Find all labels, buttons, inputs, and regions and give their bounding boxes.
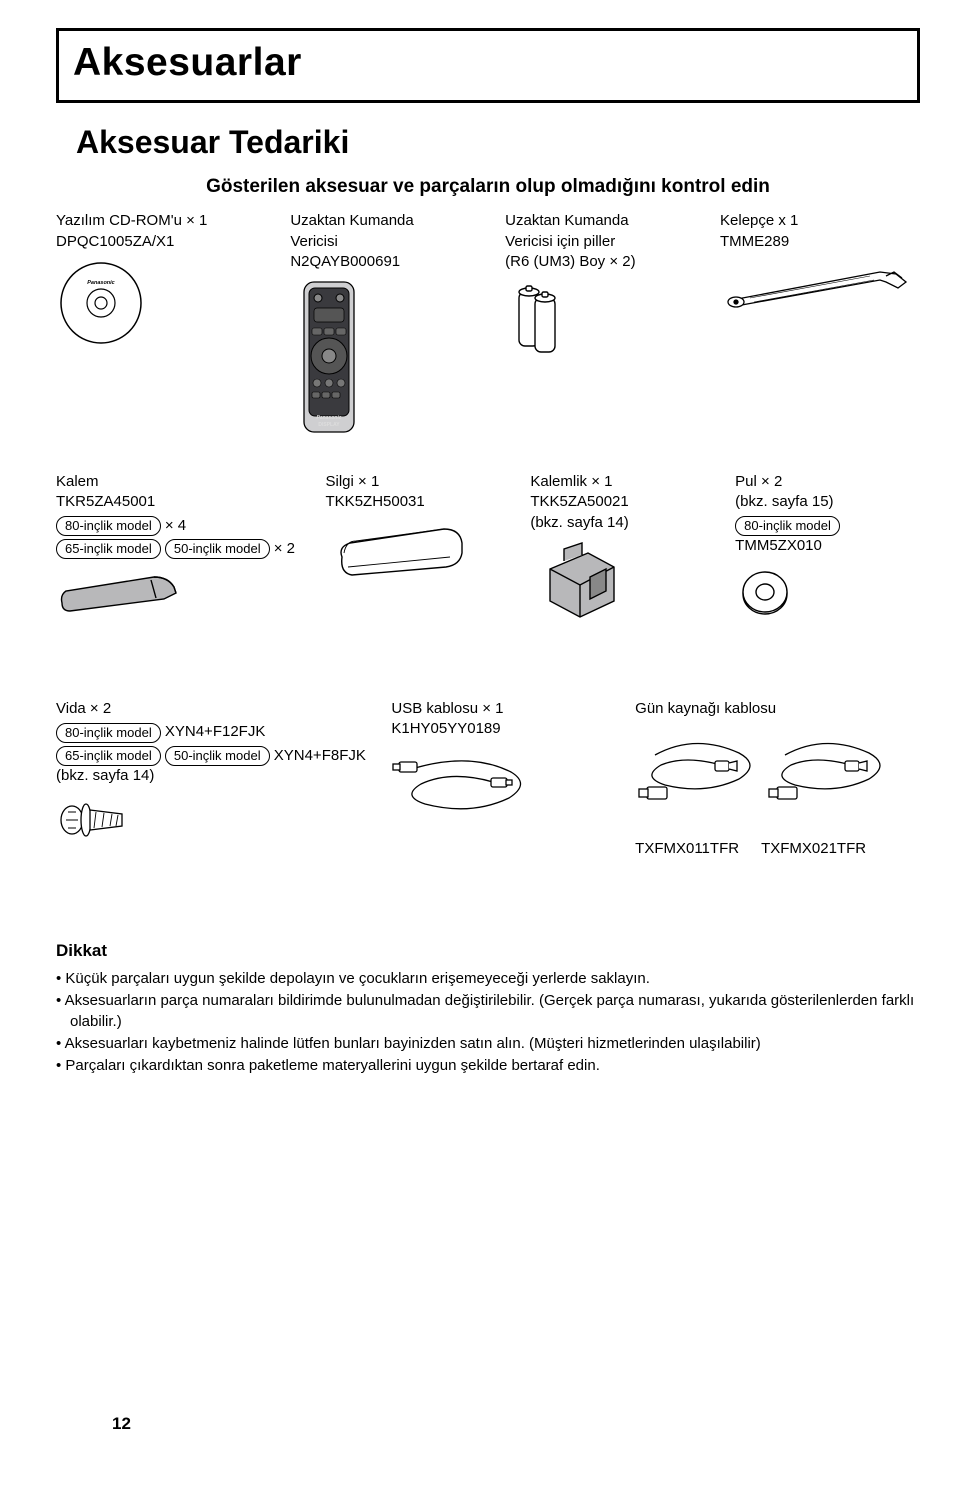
row-1: Yazılım CD-ROM'u × 1 DPQC1005ZA/X1 Panas… [56,211,920,438]
dikkat-list: Küçük parçaları uygun şekilde depolayın … [56,969,920,1076]
pill-80-v: 80-inçlik model [56,723,161,743]
cdrom-icon: Panasonic [56,258,270,358]
pul-line1: Pul × 2 [735,472,920,492]
svg-text:DISPLAY: DISPLAY [319,422,341,428]
pil-line1: Uzaktan Kumanda [505,211,700,231]
pill-50: 50-inçlik model [165,539,270,559]
dikkat-heading: Dikkat [56,940,920,963]
kalem-line2: TKR5ZA45001 [56,492,306,512]
gun-line1: Gün kaynağı kablosu [635,699,920,719]
usb-icon [391,746,615,846]
remote-line2: Vericisi [290,232,485,252]
item-washer: Pul × 2 (bkz. sayfa 15) 80-inçlik model … [735,472,920,662]
eraser-icon [326,519,511,619]
caution-block: Dikkat Küçük parçaları uygun şekilde dep… [56,940,920,1076]
item-usb: USB kablosu × 1 K1HY05YY0189 [391,699,615,846]
item-pen: Kalem TKR5ZA45001 80-inçlik model × 4 65… [56,472,306,665]
cdrom-line2: DPQC1005ZA/X1 [56,232,270,252]
item-remote: Uzaktan Kumanda Vericisi N2QAYB000691 [290,211,485,438]
pil-line2: Vericisi için piller [505,232,700,252]
cdrom-line1: Yazılım CD-ROM'u × 1 [56,211,270,231]
usb-line1: USB kablosu × 1 [391,699,615,719]
screw-icon [56,792,371,892]
pill-80-pul: 80-inçlik model [735,516,840,536]
pill-65-v: 65-inçlik model [56,746,161,766]
silgi-line2: TKK5ZH50031 [326,492,511,512]
dikkat-b2: Aksesuarların parça numaraları bildirimd… [56,991,920,1032]
power-icon [635,725,920,835]
vida-v1: XYN4+F12FJK [165,723,265,740]
dikkat-b3: Aksesuarları kaybetmeniz halinde lütfen … [56,1034,920,1054]
svg-text:Panasonic: Panasonic [87,280,115,286]
gun-code2: TXFMX021TFR [761,839,866,859]
svg-text:Panasonic: Panasonic [317,415,342,421]
row-3: Vida × 2 80-inçlik model XYN4+F12FJK 65-… [56,699,920,892]
pul-pill-line: 80-inçlik model [735,516,920,536]
pill-50-v: 50-inçlik model [165,746,270,766]
pill-65: 65-inçlik model [56,539,161,559]
page-title: Aksesuarlar [73,37,903,90]
pul-line3: TMM5ZX010 [735,536,920,556]
kalemlik-line2: TKK5ZA50021 [530,492,715,512]
kalem-x2: × 2 [274,540,295,557]
item-clamp: Kelepçe x 1 TMME289 [720,211,920,358]
pul-line2: (bkz. sayfa 15) [735,492,920,512]
pil-line3: (R6 (UM3) Boy × 2) [505,252,700,272]
gun-code1: TXFMX011TFR [635,839,739,859]
penholder-icon [530,539,715,639]
kalem-line1: Kalem [56,472,306,492]
kalemlik-line3: (bkz. sayfa 14) [530,513,715,533]
remote-line3: N2QAYB000691 [290,252,485,272]
pen-icon [56,565,306,665]
remote-line1: Uzaktan Kumanda [290,211,485,231]
item-penholder: Kalemlik × 1 TKK5ZA50021 (bkz. sayfa 14) [530,472,715,639]
vida-pill-line1: 80-inçlik model XYN4+F12FJK [56,722,371,742]
subtitle: Aksesuar Tedariki [76,121,920,164]
check-line: Gösterilen aksesuar ve parçaların olup o… [56,174,920,200]
pill-80: 80-inçlik model [56,516,161,536]
remote-icon: DISPLAY Panasonic [290,278,485,438]
batteries-icon [505,278,700,378]
usb-line2: K1HY05YY0189 [391,719,615,739]
kalemlik-line1: Kalemlik × 1 [530,472,715,492]
dikkat-b4: Parçaları çıkardıktan sonra paketleme ma… [56,1056,920,1076]
kalem-pill-line1: 80-inçlik model × 4 [56,516,306,536]
kelepce-line2: TMME289 [720,232,920,252]
title-box: Aksesuarlar [56,28,920,103]
page-number: 12 [112,1413,131,1436]
silgi-line1: Silgi × 1 [326,472,511,492]
dikkat-b1: Küçük parçaları uygun şekilde depolayın … [56,969,920,989]
row-2: Kalem TKR5ZA45001 80-inçlik model × 4 65… [56,472,920,665]
item-power: Gün kaynağı kablosu [635,699,920,860]
vida-v2: XYN4+F8FJK [274,747,366,764]
kelepce-line1: Kelepçe x 1 [720,211,920,231]
vida-line3: (bkz. sayfa 14) [56,766,371,786]
washer-icon [735,562,920,662]
item-batteries: Uzaktan Kumanda Vericisi için piller (R6… [505,211,700,378]
item-cdrom: Yazılım CD-ROM'u × 1 DPQC1005ZA/X1 Panas… [56,211,270,358]
kalem-x4: × 4 [165,517,186,534]
vida-line1: Vida × 2 [56,699,371,719]
kalem-pill-line2: 65-inçlik model 50-inçlik model × 2 [56,539,306,559]
vida-pill-line2: 65-inçlik model 50-inçlik model XYN4+F8F… [56,746,371,766]
item-screw: Vida × 2 80-inçlik model XYN4+F12FJK 65-… [56,699,371,892]
item-eraser: Silgi × 1 TKK5ZH50031 [326,472,511,619]
clamp-icon [720,258,920,358]
